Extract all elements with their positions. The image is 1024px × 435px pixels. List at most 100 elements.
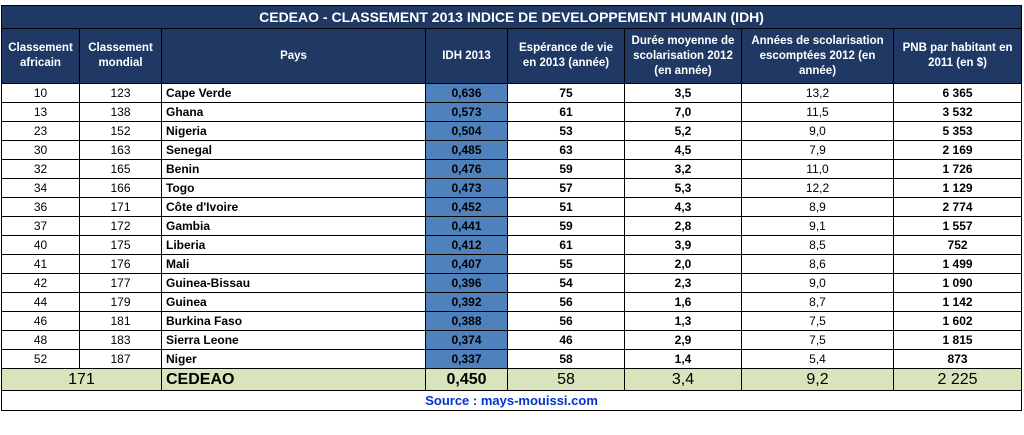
cell-annees: 12,2 (742, 179, 894, 198)
cell-classement-mondial: 177 (80, 274, 162, 293)
cell-pays: Nigeria (162, 122, 426, 141)
cell-idh: 0,485 (426, 141, 508, 160)
table-title: CEDEAO - CLASSEMENT 2013 INDICE DE DEVEL… (2, 6, 1022, 29)
cell-idh: 0,476 (426, 160, 508, 179)
header-pays: Pays (162, 29, 426, 84)
cell-classement-africain: 46 (2, 312, 80, 331)
total-esperance: 58 (508, 369, 625, 391)
cell-idh: 0,337 (426, 350, 508, 369)
table-row: 13 138 Ghana 0,573 61 7,0 11,5 3 532 (2, 103, 1022, 122)
cell-duree: 2,3 (625, 274, 742, 293)
cell-esperance: 56 (508, 293, 625, 312)
cell-classement-mondial: 123 (80, 84, 162, 103)
cell-pays: Cape Verde (162, 84, 426, 103)
cell-annees: 7,9 (742, 141, 894, 160)
cell-duree: 4,5 (625, 141, 742, 160)
cell-annees: 8,5 (742, 236, 894, 255)
cell-esperance: 59 (508, 160, 625, 179)
cell-classement-africain: 44 (2, 293, 80, 312)
cell-classement-africain: 37 (2, 217, 80, 236)
header-pnb: PNB par habitant en 2011 (en $) (894, 29, 1022, 84)
cell-classement-mondial: 179 (80, 293, 162, 312)
table-row: 44 179 Guinea 0,392 56 1,6 8,7 1 142 (2, 293, 1022, 312)
header-annees: Années de scolarisation escomptées 2012 … (742, 29, 894, 84)
cell-classement-mondial: 175 (80, 236, 162, 255)
cell-duree: 1,3 (625, 312, 742, 331)
table-row: 52 187 Niger 0,337 58 1,4 5,4 873 (2, 350, 1022, 369)
cell-idh: 0,396 (426, 274, 508, 293)
cell-classement-africain: 48 (2, 331, 80, 350)
cell-classement-africain: 40 (2, 236, 80, 255)
total-pnb: 2 225 (894, 369, 1022, 391)
cell-pays: Mali (162, 255, 426, 274)
table-row: 48 183 Sierra Leone 0,374 46 2,9 7,5 1 815 (2, 331, 1022, 350)
cell-idh: 0,441 (426, 217, 508, 236)
cell-pnb: 873 (894, 350, 1022, 369)
table-row: 30 163 Senegal 0,485 63 4,5 7,9 2 169 (2, 141, 1022, 160)
table-row: 37 172 Gambia 0,441 59 2,8 9,1 1 557 (2, 217, 1022, 236)
cell-classement-mondial: 176 (80, 255, 162, 274)
cell-annees: 8,6 (742, 255, 894, 274)
cell-esperance: 55 (508, 255, 625, 274)
cell-classement-mondial: 171 (80, 198, 162, 217)
cell-classement-mondial: 165 (80, 160, 162, 179)
cell-esperance: 46 (508, 331, 625, 350)
cell-idh: 0,412 (426, 236, 508, 255)
source-link[interactable]: Source : mays-mouissi.com (2, 391, 1022, 411)
cell-esperance: 54 (508, 274, 625, 293)
cell-annees: 5,4 (742, 350, 894, 369)
cell-pays: Côte d'Ivoire (162, 198, 426, 217)
cell-esperance: 61 (508, 236, 625, 255)
idh-table: CEDEAO - CLASSEMENT 2013 INDICE DE DEVEL… (1, 5, 1022, 411)
cell-duree: 7,0 (625, 103, 742, 122)
header-classement-mondial: Classement mondial (80, 29, 162, 84)
cell-pnb: 2 774 (894, 198, 1022, 217)
cell-pnb: 752 (894, 236, 1022, 255)
cell-duree: 2,8 (625, 217, 742, 236)
cell-classement-africain: 23 (2, 122, 80, 141)
cell-classement-mondial: 181 (80, 312, 162, 331)
cell-annees: 9,1 (742, 217, 894, 236)
cell-esperance: 61 (508, 103, 625, 122)
cell-pnb: 1 557 (894, 217, 1022, 236)
cell-classement-africain: 13 (2, 103, 80, 122)
cell-pnb: 6 365 (894, 84, 1022, 103)
cell-esperance: 63 (508, 141, 625, 160)
cell-idh: 0,392 (426, 293, 508, 312)
cell-pnb: 1 726 (894, 160, 1022, 179)
cell-pays: Ghana (162, 103, 426, 122)
cell-idh: 0,573 (426, 103, 508, 122)
cell-pnb: 1 815 (894, 331, 1022, 350)
cell-pays: Burkina Faso (162, 312, 426, 331)
cell-classement-mondial: 172 (80, 217, 162, 236)
cell-pays: Senegal (162, 141, 426, 160)
cell-classement-africain: 10 (2, 84, 80, 103)
cell-esperance: 75 (508, 84, 625, 103)
source-row: Source : mays-mouissi.com (2, 391, 1022, 411)
cell-pnb: 1 602 (894, 312, 1022, 331)
cell-annees: 7,5 (742, 331, 894, 350)
header-classement-africain: Classement africain (2, 29, 80, 84)
cell-idh: 0,473 (426, 179, 508, 198)
cell-idh: 0,636 (426, 84, 508, 103)
cell-classement-mondial: 183 (80, 331, 162, 350)
cell-pays: Togo (162, 179, 426, 198)
cell-annees: 9,0 (742, 274, 894, 293)
total-pays: CEDEAO (162, 369, 426, 391)
cell-classement-africain: 42 (2, 274, 80, 293)
cell-pays: Guinea-Bissau (162, 274, 426, 293)
cell-duree: 2,0 (625, 255, 742, 274)
cell-classement-mondial: 163 (80, 141, 162, 160)
cell-classement-mondial: 166 (80, 179, 162, 198)
total-annees: 9,2 (742, 369, 894, 391)
table-row: 34 166 Togo 0,473 57 5,3 12,2 1 129 (2, 179, 1022, 198)
total-idh: 0,450 (426, 369, 508, 391)
header-duree: Durée moyenne de scolarisation 2012 (en … (625, 29, 742, 84)
cell-idh: 0,407 (426, 255, 508, 274)
cell-duree: 3,9 (625, 236, 742, 255)
table-row: 32 165 Benin 0,476 59 3,2 11,0 1 726 (2, 160, 1022, 179)
cell-duree: 1,4 (625, 350, 742, 369)
cell-duree: 1,6 (625, 293, 742, 312)
table-row: 42 177 Guinea-Bissau 0,396 54 2,3 9,0 1 090 (2, 274, 1022, 293)
table-row: 46 181 Burkina Faso 0,388 56 1,3 7,5 1 602 (2, 312, 1022, 331)
